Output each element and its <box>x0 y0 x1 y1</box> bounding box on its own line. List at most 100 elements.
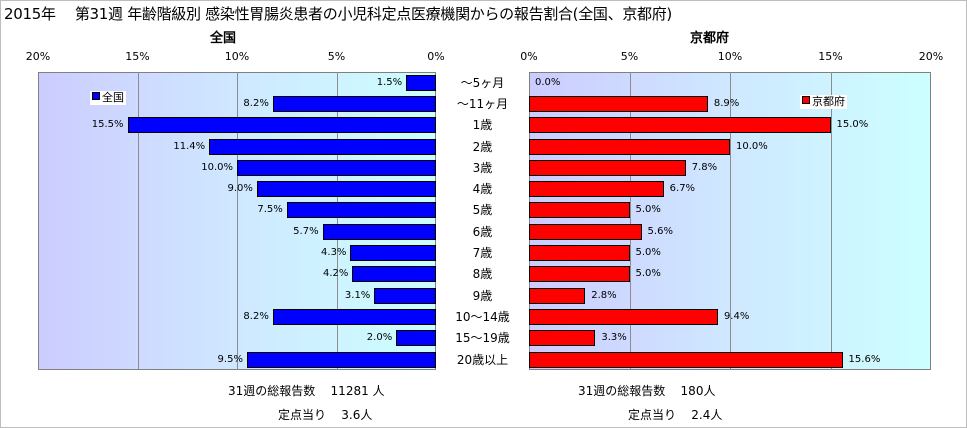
category-label: 3歳 <box>472 160 493 175</box>
data-label: 5.0% <box>635 204 661 216</box>
chart-title: 2015年 第31週 年齢階級別 感染性胃腸炎患者の小児科定点医療機関からの報告… <box>4 5 672 23</box>
bar <box>529 117 831 134</box>
bar <box>256 181 436 198</box>
data-label: 10.0% <box>201 161 233 173</box>
bar <box>529 95 708 112</box>
data-label: 10.0% <box>736 140 768 152</box>
bar <box>529 330 596 347</box>
data-label: 1.5% <box>376 76 403 88</box>
x-tick-label: 10% <box>224 50 250 63</box>
gridline <box>730 72 731 370</box>
data-label: 8.2% <box>243 97 269 109</box>
data-label: 15.6% <box>848 353 881 365</box>
gridline <box>138 72 139 370</box>
bar <box>529 202 630 219</box>
bar <box>350 245 436 262</box>
legend-label-kyoto: 京都府 <box>812 95 845 108</box>
data-label: 3.3% <box>601 332 627 344</box>
bar <box>209 138 436 155</box>
bar <box>529 223 642 240</box>
category-label: 10～14歳 <box>455 309 510 324</box>
footer-per-kyoto: 定点当り 2.4人 <box>628 406 722 423</box>
bar <box>529 138 730 155</box>
data-label: 15.5% <box>91 119 124 131</box>
gridline <box>630 72 631 370</box>
footer-per-value-kyoto: 2.4人 <box>691 408 723 422</box>
bar <box>127 117 436 134</box>
x-tick-label: 20% <box>918 50 944 63</box>
data-label: 2.8% <box>591 289 617 301</box>
footer-total-value-kyoto: 180人 <box>680 384 716 398</box>
footer-per-label-kyoto: 定点当り <box>628 408 677 422</box>
data-label: 11.4% <box>173 140 206 152</box>
category-label: ～5ヶ月 <box>460 75 505 90</box>
data-label: 2.0% <box>366 332 393 344</box>
x-tick-label: 5% <box>327 50 346 63</box>
legend-kyoto: 京都府 <box>800 95 847 109</box>
footer-per-national: 定点当り 3.6人 <box>278 406 372 423</box>
bar <box>406 74 436 91</box>
x-tick-label: 10% <box>717 50 743 63</box>
category-label: 8歳 <box>472 267 493 282</box>
bar <box>529 287 586 304</box>
data-label: 0.0% <box>535 76 561 88</box>
bar <box>322 223 436 240</box>
legend-label-national: 全国 <box>102 91 124 104</box>
bar <box>529 181 664 198</box>
footer-total-national: 31週の総報告数 11281 人 <box>228 382 385 399</box>
gridline <box>831 72 832 370</box>
bar <box>246 351 436 368</box>
data-label: 9.4% <box>723 310 750 322</box>
footer-total-value-national: 11281 人 <box>330 384 385 398</box>
data-label: 9.0% <box>227 183 253 195</box>
data-label: 5.0% <box>635 247 661 259</box>
data-label: 5.0% <box>635 268 661 280</box>
x-tick-label: 20% <box>25 50 51 63</box>
gridline <box>237 72 238 370</box>
data-label: 15.0% <box>836 119 869 131</box>
x-tick-label: 0% <box>427 50 445 63</box>
bar <box>272 95 436 112</box>
x-tick-label: 0% <box>520 50 538 63</box>
bar <box>286 202 436 219</box>
data-label: 9.5% <box>217 353 243 365</box>
category-label: 2歳 <box>472 139 493 154</box>
bar <box>529 245 630 262</box>
legend-swatch-kyoto <box>802 96 810 104</box>
bar <box>272 308 436 325</box>
data-label: 7.5% <box>257 204 283 216</box>
footer-total-label-national: 31週の総報告数 <box>228 384 316 398</box>
panel-title-kyoto: 京都府 <box>690 31 730 46</box>
category-label: 15～19歳 <box>455 331 510 346</box>
bar <box>529 308 718 325</box>
category-label: 4歳 <box>472 182 493 197</box>
legend-national: 全国 <box>90 91 126 105</box>
data-label: 5.6% <box>647 225 673 237</box>
footer-per-value-national: 3.6人 <box>341 408 373 422</box>
category-label: 5歳 <box>472 203 493 218</box>
data-label: 3.1% <box>344 289 371 301</box>
category-label: 6歳 <box>472 224 493 239</box>
gridline <box>337 72 338 370</box>
bar <box>529 351 843 368</box>
bar <box>374 287 436 304</box>
category-label: ～11ヶ月 <box>456 96 509 111</box>
footer-per-label-national: 定点当り <box>278 408 327 422</box>
data-label: 7.8% <box>691 161 718 173</box>
data-label: 6.7% <box>669 183 696 195</box>
panel-title-national: 全国 <box>210 31 237 46</box>
bar <box>237 159 436 176</box>
data-label: 4.3% <box>321 247 347 259</box>
data-label: 5.7% <box>293 225 319 237</box>
data-label: 8.2% <box>243 310 269 322</box>
bar <box>396 330 436 347</box>
category-label: 9歳 <box>472 288 493 303</box>
bar <box>352 266 436 283</box>
data-label: 8.9% <box>713 97 740 109</box>
legend-swatch-national <box>92 92 100 100</box>
footer-total-kyoto: 31週の総報告数 180人 <box>578 382 715 399</box>
bar <box>529 266 630 283</box>
category-label: 20歳以上 <box>456 352 509 367</box>
category-label: 1歳 <box>472 118 493 133</box>
x-tick-label: 5% <box>620 50 639 63</box>
